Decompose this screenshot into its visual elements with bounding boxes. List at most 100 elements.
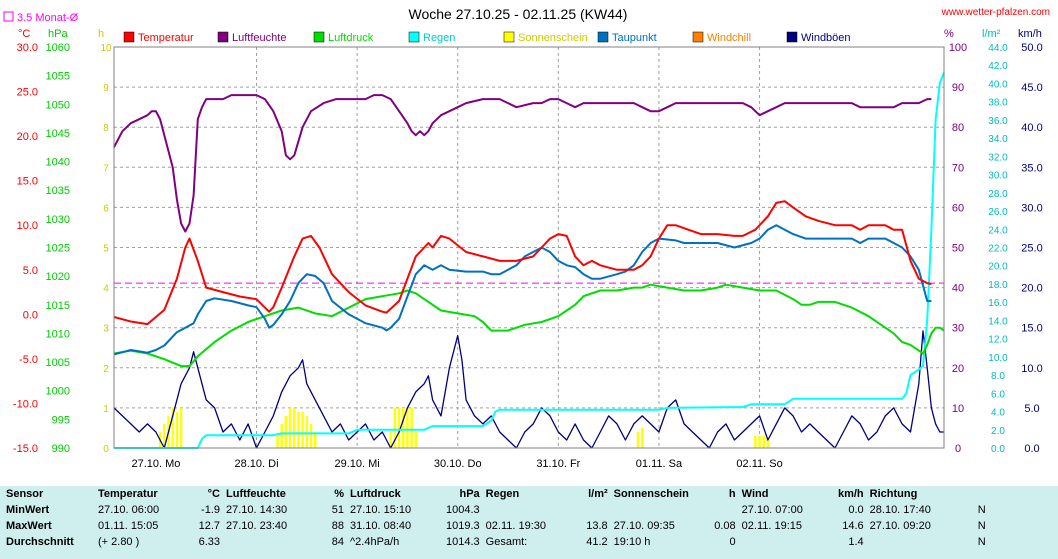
pressure-tick-label: 1035 xyxy=(46,185,70,197)
pressure-tick-label: 1055 xyxy=(46,71,70,83)
x-tick-label: 01.11. Sa xyxy=(636,458,683,470)
stats-cell-value: 88 xyxy=(331,520,344,532)
sunshine-bar xyxy=(758,435,761,448)
sunshine-bar xyxy=(276,435,279,448)
pressure-tick-label: 1015 xyxy=(46,300,70,312)
x-tick-label: 02.11. So xyxy=(736,458,782,470)
rain-tick-label: 18.0 xyxy=(988,280,1008,291)
sunshine-bar xyxy=(293,407,296,448)
x-tick-label: 28.10. Di xyxy=(235,458,279,470)
legend-swatch xyxy=(692,31,704,43)
stats-cell-value xyxy=(580,502,610,518)
temp-tick-label: 10.0 xyxy=(17,220,38,232)
sunshine-bar xyxy=(393,407,397,448)
sun-tick-label: 9 xyxy=(103,83,109,94)
humidity-tick-label: 20 xyxy=(952,363,964,375)
sunshine-bar xyxy=(175,411,179,448)
series-line-regen xyxy=(114,72,945,449)
stats-header-unit: l/m² xyxy=(588,488,608,500)
wind-tick-label: 40.0 xyxy=(1021,122,1042,134)
stats-header-unit: hPa xyxy=(459,488,480,500)
temp-tick-label: -15.0 xyxy=(13,443,38,455)
stats-row: MinWert 27.10. 06:00 -1.9 27.10. 14:30 51 27.… xyxy=(0,502,988,518)
series-line-luftdruck xyxy=(113,283,945,368)
stats-row: MaxWert 01.11. 15:05 12.7 27.10. 23:40 88 31.… xyxy=(0,518,988,534)
x-tick-label: 30.10. Do xyxy=(434,458,482,470)
sun-tick-label: 7 xyxy=(103,163,109,174)
sunshine-bar xyxy=(402,407,405,448)
sunshine-bar xyxy=(288,407,292,448)
temp-tick-label: -5.0 xyxy=(19,354,38,366)
stats-row: Durchschnitt (+ 2.80 ) 6.33 84 ^2.4hPa/h 1014… xyxy=(0,534,988,550)
legend-label: Temperatur xyxy=(138,32,194,44)
pressure-tick-label: 990 xyxy=(52,443,70,455)
stats-cell-value: 12.7 xyxy=(198,520,220,532)
pressure-unit: hPa xyxy=(48,28,68,40)
rain-tick-label: 6.0 xyxy=(991,389,1005,400)
humidity-tick-label: 0 xyxy=(955,443,961,455)
sunshine-bar xyxy=(762,435,765,448)
wind-tick-label: 0.0 xyxy=(1024,443,1039,455)
stats-cell-time: (+ 2.80 ) xyxy=(98,536,140,548)
wind-tick-label: 50.0 xyxy=(1021,42,1042,54)
stats-cell-value: 6.33 xyxy=(198,536,220,548)
stats-cell-time: 02.11. 19:15 xyxy=(741,520,803,532)
rain-tick-label: 24.0 xyxy=(988,225,1008,236)
weather-chart: Woche 27.10.25 - 02.11.25 (KW44) www.wet… xyxy=(3,6,1050,470)
site-link[interactable]: www.wetter-pfalzen.com xyxy=(941,7,1050,18)
rain-tick-label: 26.0 xyxy=(988,207,1008,218)
sun-tick-label: 8 xyxy=(103,123,109,134)
legend-label: Regen xyxy=(423,32,455,44)
stats-header: Richtung xyxy=(869,488,918,500)
stats-cell-value xyxy=(708,502,738,518)
temp-tick-label: 15.0 xyxy=(17,176,38,188)
plot-frame xyxy=(113,46,945,449)
stats-cell-value: N xyxy=(977,504,986,516)
stats-header-unit: h xyxy=(728,488,736,500)
legend-label: Luftfeuchte xyxy=(232,32,286,44)
sun-unit: h xyxy=(98,28,104,40)
rain-tick-label: 0.0 xyxy=(991,444,1005,455)
sunshine-bar xyxy=(766,439,770,448)
legend-swatch xyxy=(503,31,515,43)
series-line-luftfeuchte xyxy=(113,94,932,233)
rain-tick-label: 34.0 xyxy=(988,134,1008,145)
stats-cell-time: ^2.4hPa/h xyxy=(350,536,400,548)
sunshine-bar xyxy=(754,435,757,448)
stats-cell-time: 28.10. 17:40 xyxy=(869,504,931,516)
sun-tick-label: 0 xyxy=(103,444,109,455)
stats-header-row: Sensor Temperatur °C Luftfeuchte% Luftdruck h… xyxy=(0,486,988,502)
pressure-tick-label: 1000 xyxy=(46,386,70,398)
rain-tick-label: 22.0 xyxy=(988,244,1008,255)
stats-row-label: MinWert xyxy=(6,504,50,516)
pressure-tick-label: 1050 xyxy=(46,99,70,111)
legend-swatch xyxy=(786,31,798,43)
humidity-tick-label: 80 xyxy=(952,122,964,134)
rain-tick-label: 40.0 xyxy=(988,79,1008,90)
stats-cell-value: 41.2 xyxy=(586,536,608,548)
series-line-taupunkt xyxy=(113,224,932,356)
stats-cell-value: 51 xyxy=(331,504,344,516)
temp-tick-label: -10.0 xyxy=(13,398,38,410)
stats-cell-time: 27.10. 23:40 xyxy=(226,520,288,532)
wind-unit: km/h xyxy=(1018,28,1042,40)
stats-cell-time xyxy=(738,534,836,550)
rain-tick-label: 30.0 xyxy=(988,171,1008,182)
stats-header-unit: km/h xyxy=(837,488,864,500)
stats-cell-value: 1004.3 xyxy=(446,504,480,516)
sunshine-bar xyxy=(163,423,166,448)
sun-tick-label: 10 xyxy=(100,43,112,54)
humidity-tick-label: 30 xyxy=(952,323,964,335)
sunshine-bar xyxy=(309,423,313,448)
stats-cell-time xyxy=(866,534,964,550)
sunshine-bar xyxy=(171,407,174,448)
stats-header-unit: °C xyxy=(207,488,220,500)
humidity-tick-label: 10 xyxy=(952,403,964,415)
pressure-tick-label: 1040 xyxy=(46,157,70,169)
sunshine-bar xyxy=(297,411,300,448)
legend-label: Windchill xyxy=(707,32,751,44)
stats-cell-value: N xyxy=(977,536,986,548)
series-line-windböen xyxy=(113,330,944,449)
stats-header-unit xyxy=(964,486,988,502)
stats-cell-value: 0.0 xyxy=(848,504,864,516)
